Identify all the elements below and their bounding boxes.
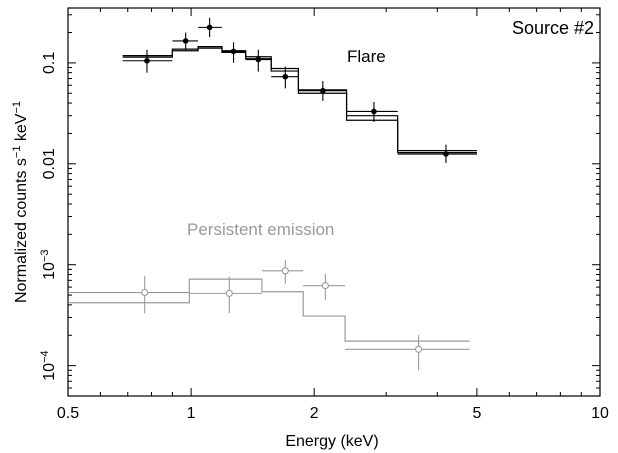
y-tick-base: 10 (41, 262, 58, 280)
persistent-data-point (281, 267, 289, 275)
flare-data-point (144, 57, 150, 64)
y-label-part-2: keV (13, 113, 30, 145)
y-tick-label: 10−4 (39, 350, 58, 380)
y-tick-label: 0.01 (41, 148, 58, 179)
data-marks (68, 17, 477, 371)
corner-label: Source #2 (512, 18, 594, 38)
flare-data-point (255, 56, 262, 63)
persistent-data-point (415, 345, 423, 353)
x-tick-label: 2 (310, 405, 319, 422)
persistent-data-point (141, 288, 149, 297)
flare-model-step-line (122, 47, 477, 154)
persistent-data-point (225, 289, 233, 297)
flare-model-step-line-alt (122, 46, 477, 152)
y-tick-label: 10−3 (39, 250, 58, 280)
x-tick-label: 0.5 (57, 405, 79, 422)
y-label-exp-1: −1 (11, 146, 23, 159)
flare-data-point (443, 151, 449, 157)
x-tick-label: 1 (187, 405, 196, 422)
y-tick-exponent: −4 (39, 350, 51, 363)
y-tick-base: 10 (41, 363, 58, 381)
y-tick-label: 0.1 (41, 52, 58, 74)
axis-ticks (67, 8, 601, 397)
flare-data-point (182, 38, 189, 44)
x-tick-label: 5 (472, 405, 481, 422)
y-axis-label: Normalized counts s−1 keV−1 (11, 101, 30, 303)
persistent-model-step-line (68, 278, 470, 342)
x-axis-label: Energy (keV) (285, 433, 378, 450)
y-tick-exponent: −3 (39, 250, 51, 263)
x-tick-label: 10 (591, 405, 609, 422)
plot-frame (67, 7, 601, 397)
flare-data-point (206, 24, 213, 31)
y-label-exp-2: −1 (11, 101, 23, 114)
persistent-data-point (321, 282, 329, 290)
series-label-persistent: Persistent emission (187, 220, 334, 239)
flare-data-point (282, 73, 289, 80)
series-label-flare: Flare (347, 47, 386, 66)
y-label-part-1: Normalized counts s (13, 158, 30, 303)
flare-data-point (230, 48, 237, 55)
flare-data-point (371, 108, 377, 115)
flare-data-point (320, 87, 326, 94)
